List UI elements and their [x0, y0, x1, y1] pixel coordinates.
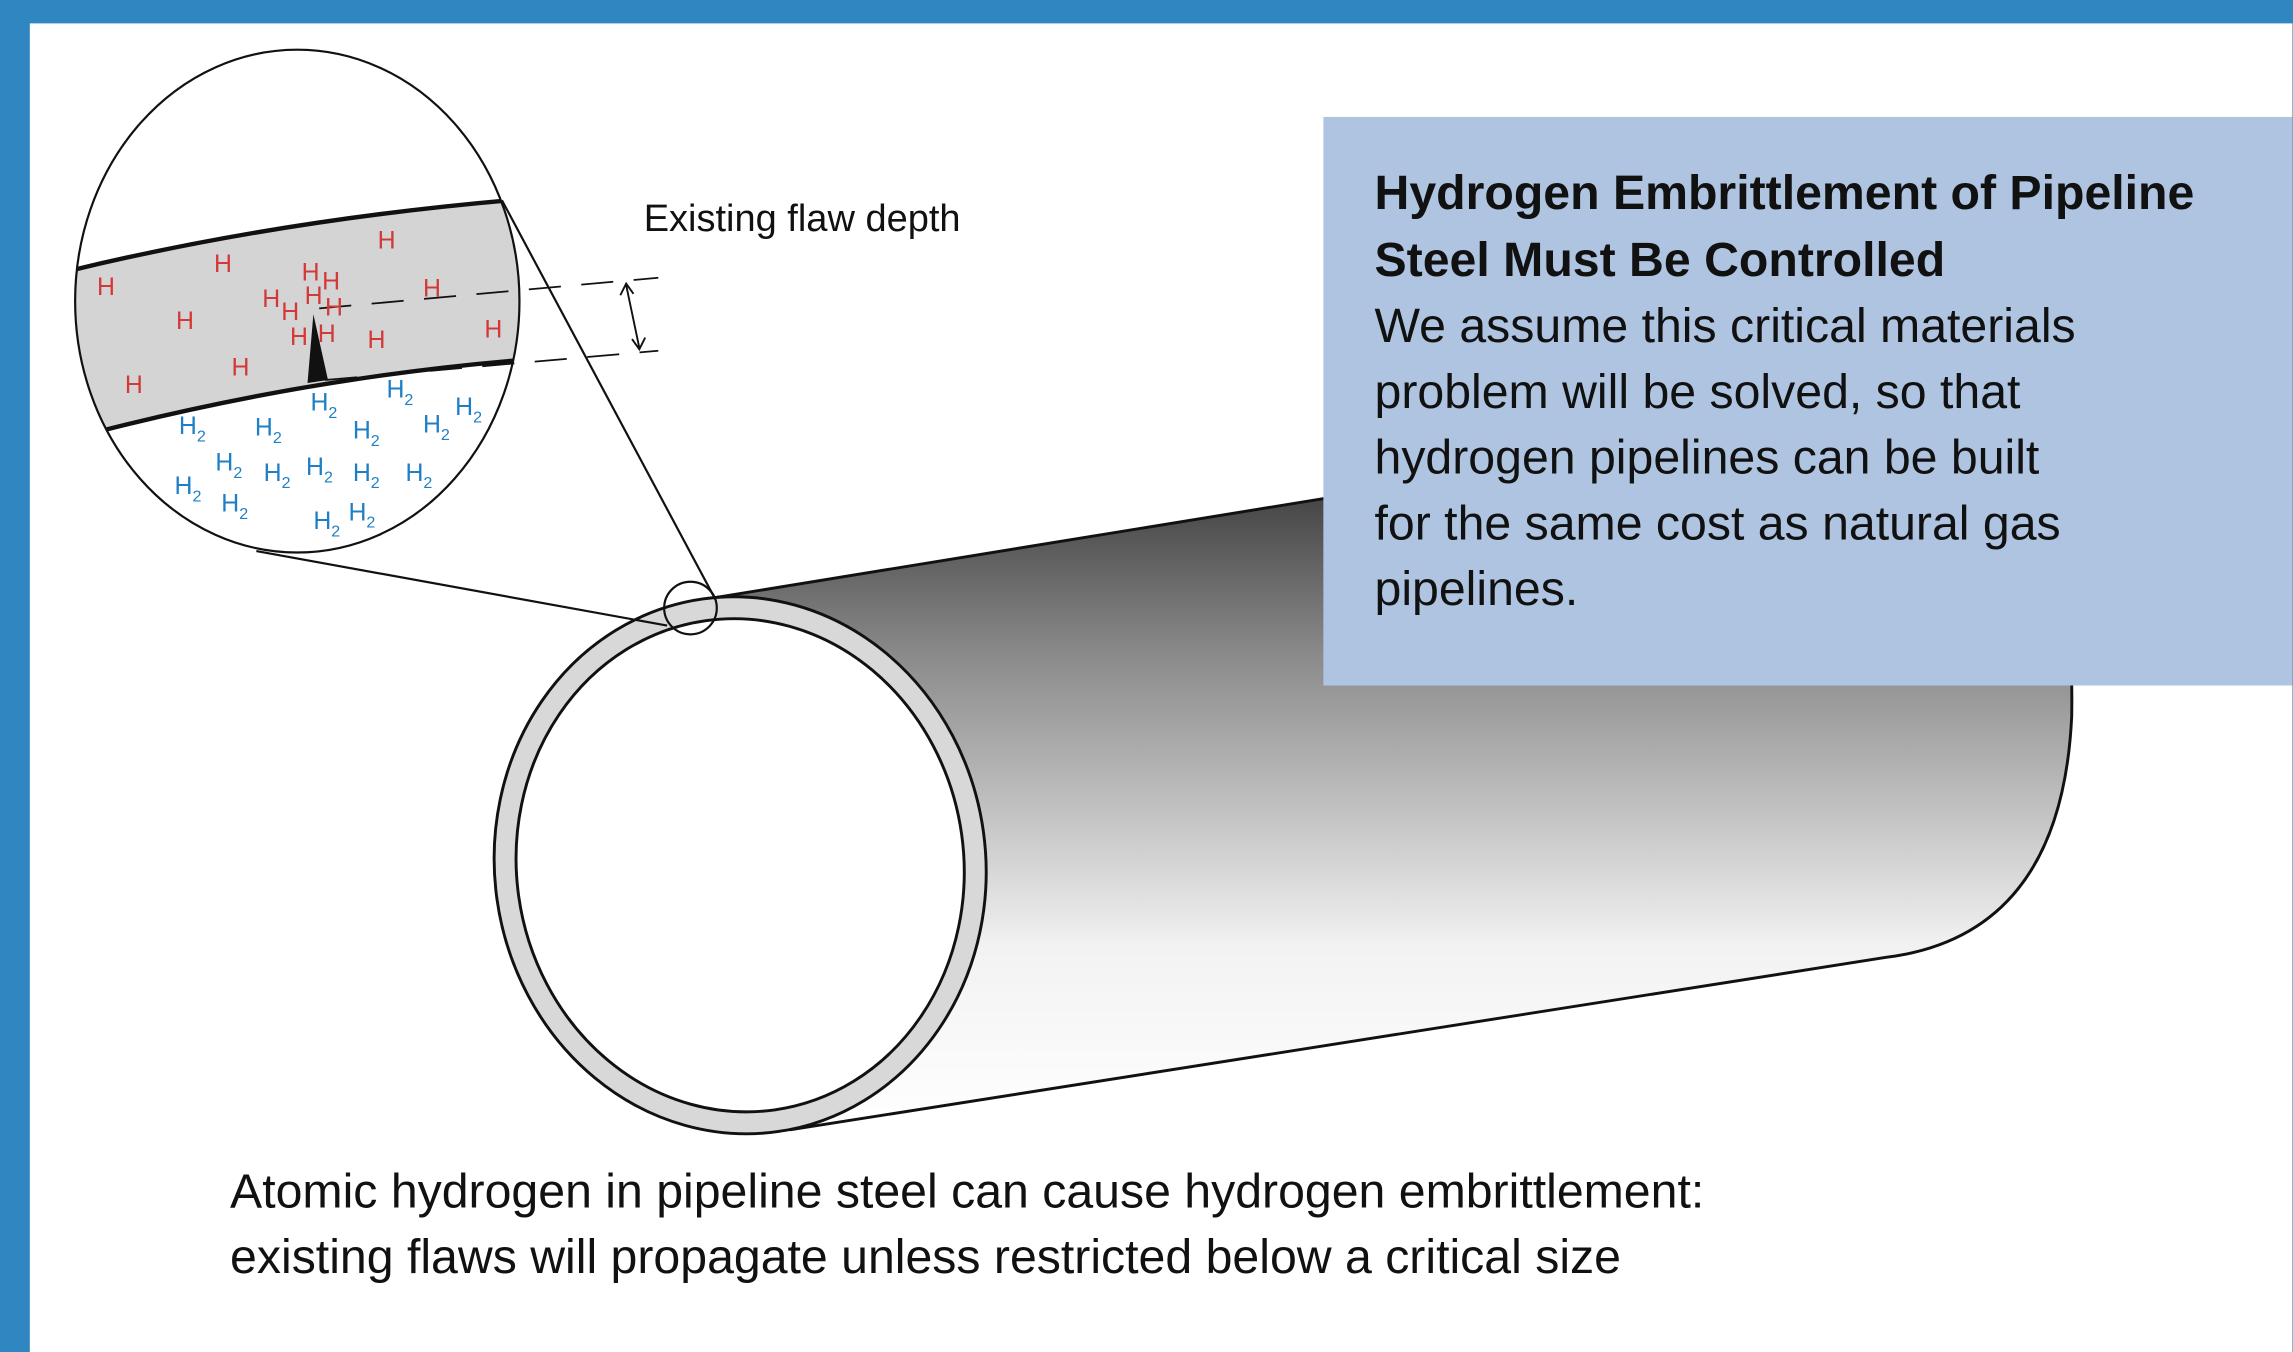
molecule-symbol: H	[175, 473, 193, 500]
info-body: pipelines.	[1375, 562, 1579, 616]
molecule-symbol: H	[353, 417, 371, 444]
flaw	[307, 314, 328, 383]
lens-content	[75, 196, 520, 437]
molecule-label: H2	[313, 508, 340, 540]
molecule-subscript: 2	[324, 468, 333, 486]
flaw-label: Existing flaw depth	[644, 198, 961, 240]
molecule-label: H2	[310, 390, 337, 422]
info-body: hydrogen pipelines can be built	[1375, 431, 2040, 485]
info-body: We assume this critical materials	[1375, 299, 2076, 353]
atom-label: H	[214, 251, 232, 278]
molecule-subscript: 2	[328, 404, 337, 422]
molecule-symbol: H	[423, 412, 441, 439]
molecule-label: H2	[215, 450, 242, 482]
zoom-line	[256, 549, 668, 627]
molecule-label: H2	[221, 491, 248, 523]
molecule-symbol: H	[313, 508, 331, 535]
caption: Atomic hydrogen in pipeline steel can ca…	[230, 1164, 1704, 1218]
molecule-subscript: 2	[331, 522, 340, 540]
atom-label: H	[125, 372, 143, 399]
molecule-label: H2	[348, 499, 375, 531]
molecule-label: H2	[353, 417, 380, 449]
flaw-depth-guide	[324, 349, 659, 381]
molecule-label: H2	[264, 460, 291, 492]
molecule-subscript: 2	[473, 408, 482, 426]
molecule-symbol: H	[386, 377, 404, 404]
steel-wall	[75, 198, 520, 435]
atom-label: H	[290, 324, 308, 351]
molecule-label: H2	[455, 394, 482, 426]
molecule-symbol: H	[179, 413, 197, 440]
atom-label: H	[232, 355, 250, 382]
molecule-symbol: H	[221, 491, 239, 518]
molecule-label: H2	[255, 415, 282, 447]
molecule-subscript: 2	[366, 514, 375, 532]
molecule-subscript: 2	[423, 474, 432, 492]
atom-label: H	[302, 260, 320, 287]
atom-label: H	[97, 274, 115, 301]
molecule-subscript: 2	[239, 505, 248, 523]
molecule-symbol: H	[348, 499, 366, 526]
flaw-depth-guide	[319, 276, 659, 310]
atom-label: H	[262, 286, 280, 313]
wall-edge	[87, 357, 520, 437]
atom-label: H	[322, 268, 340, 295]
atom-label: H	[281, 299, 299, 326]
molecule-label: H2	[179, 413, 206, 445]
molecule-subscript: 2	[404, 391, 413, 409]
lens	[74, 48, 521, 554]
atom-label: H	[176, 308, 194, 335]
info-title: Steel Must Be Controlled	[1375, 233, 1946, 287]
molecule-subscript: 2	[282, 474, 291, 492]
pipe-opening	[514, 617, 966, 1114]
flaw-depth-arrow	[619, 281, 647, 352]
molecule-symbol: H	[455, 394, 473, 421]
info-body: for the same cost as natural gas	[1375, 496, 2061, 550]
molecule-symbol: H	[264, 460, 282, 487]
atom-label: H	[367, 327, 385, 354]
atom-label: H	[318, 321, 336, 348]
molecule-label: H2	[306, 454, 333, 486]
molecule-label: H2	[175, 473, 202, 505]
molecule-label: H2	[353, 460, 380, 492]
molecule-subscript: 2	[197, 427, 206, 445]
molecule-subscript: 2	[192, 487, 201, 505]
molecule-subscript: 2	[371, 474, 380, 492]
zoom-line	[500, 199, 717, 600]
molecule-symbol: H	[306, 454, 324, 481]
molecule-label: H2	[423, 412, 450, 444]
molecule-label: H2	[405, 460, 432, 492]
zoom-spot	[663, 580, 718, 636]
info-body: problem will be solved, so that	[1375, 365, 2022, 419]
molecule-symbol: H	[255, 415, 273, 442]
atom-label: H	[484, 317, 502, 344]
molecule-subscript: 2	[273, 429, 282, 447]
molecule-subscript: 2	[441, 426, 450, 444]
molecule-symbol: H	[215, 450, 233, 477]
caption: existing flaws will propagate unless res…	[230, 1230, 1621, 1284]
molecule-label: H2	[386, 377, 413, 409]
molecule-symbol: H	[310, 390, 328, 417]
info-box	[1323, 116, 2293, 686]
molecule-symbol: H	[405, 460, 423, 487]
molecule-subscript: 2	[233, 464, 242, 482]
info-title: Hydrogen Embrittlement of Pipeline	[1375, 166, 2195, 220]
molecule-subscript: 2	[371, 432, 380, 450]
atom-label: H	[378, 227, 396, 254]
atom-label: H	[325, 295, 343, 322]
molecule-symbol: H	[353, 460, 371, 487]
atom-label: H	[423, 276, 441, 303]
atom-label: H	[305, 283, 323, 310]
wall-edge	[75, 196, 520, 276]
